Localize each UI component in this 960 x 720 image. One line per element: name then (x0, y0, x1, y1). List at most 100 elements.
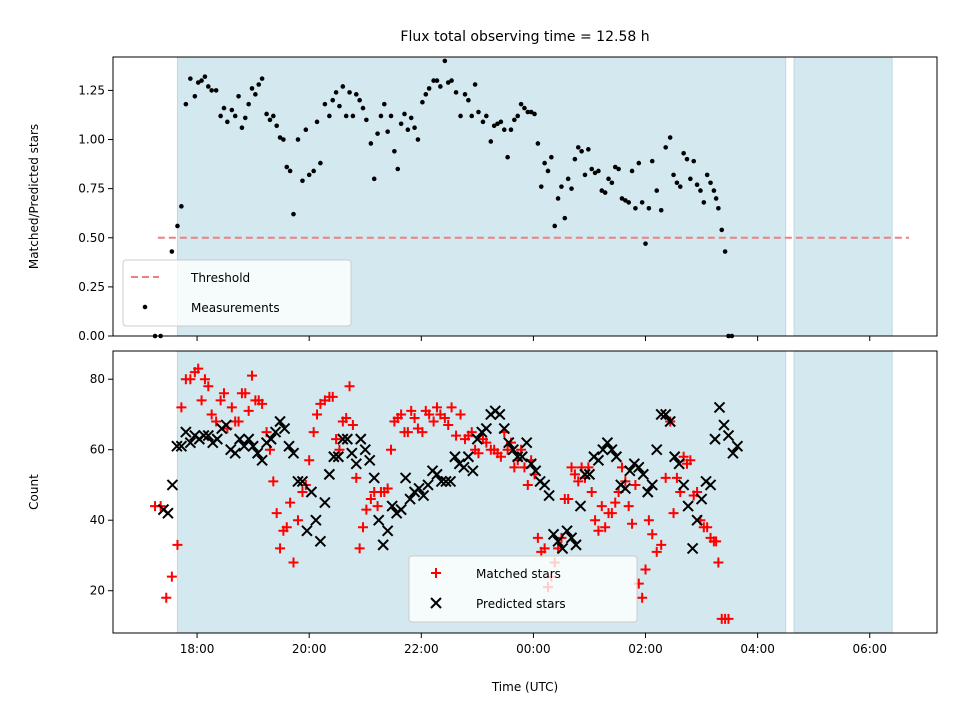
measurement-point (589, 166, 595, 172)
measurement-point (408, 115, 414, 121)
predicted-star-marker (655, 408, 667, 421)
matched-stars-series (150, 363, 734, 624)
matched-star-marker (590, 515, 601, 526)
predicted-star-marker (435, 475, 448, 488)
measurement-point (385, 129, 390, 134)
matched-star-marker (327, 391, 338, 402)
predicted-star-marker (211, 433, 223, 445)
predicted-star-marker (350, 458, 362, 470)
measurement-point (246, 101, 251, 107)
predicted-star-marker (372, 514, 385, 526)
predicted-star-marker (592, 454, 605, 466)
predicted-star-marker (659, 408, 672, 421)
measurement-point (681, 150, 686, 156)
measurement-point (616, 166, 621, 172)
predicted-star-marker (583, 468, 596, 481)
measurement-point (337, 103, 342, 109)
measurement-point (708, 180, 713, 186)
matched-star-marker (341, 412, 352, 423)
matched-star-marker (193, 363, 204, 374)
predicted-star-marker (709, 433, 721, 445)
measurement-point (202, 74, 208, 79)
matched-star-marker (685, 455, 696, 466)
measurement-point (555, 196, 561, 201)
matched-star-marker (361, 504, 372, 515)
measurement-point (667, 135, 673, 140)
matched-star-marker (347, 420, 358, 431)
predicted-star-marker (677, 479, 690, 491)
matched-star-marker (606, 508, 617, 519)
measurement-point (274, 123, 279, 129)
predicted-star-marker (395, 503, 407, 516)
matched-star-marker (382, 483, 393, 494)
matched-star-marker (218, 388, 229, 399)
measurement-point (287, 168, 293, 174)
measurement-point (552, 223, 558, 229)
legend-label: Matched stars (476, 567, 561, 581)
measurement-point (415, 137, 421, 142)
measurement-point (498, 119, 504, 125)
measurement-point (253, 92, 258, 97)
count-y-ticks: 20 40 60 80 (90, 372, 113, 598)
measurement-point (609, 180, 615, 186)
matched-star-marker (586, 487, 597, 497)
measurement-point (663, 145, 668, 150)
predicted-star-marker (323, 468, 336, 481)
predicted-star-marker (256, 454, 268, 466)
measurement-point (629, 168, 635, 174)
x-axis-label: Time (UTC) (491, 680, 558, 694)
measurement-point (378, 113, 384, 119)
measurement-point (347, 90, 352, 95)
y-tick-label: 0.25 (78, 280, 105, 294)
predicted-star-marker (686, 542, 699, 555)
predicted-star-marker (498, 422, 510, 435)
predicted-star-marker (494, 408, 506, 421)
predicted-star-marker (440, 475, 452, 488)
matched-star-marker (569, 469, 580, 480)
x-tick-label: 02:00 (628, 642, 663, 656)
matched-star-marker (593, 525, 604, 536)
predicted-star-marker (471, 433, 484, 445)
predicted-star-marker (704, 479, 717, 491)
matched-star-marker (647, 529, 658, 540)
matched-star-marker (563, 494, 574, 505)
measurement-point (525, 109, 531, 115)
measurement-point (169, 249, 175, 254)
measurement-point (633, 205, 638, 211)
matched-star-marker (566, 462, 577, 473)
measurement-point (327, 113, 332, 119)
ratio-panel: 0.00 0.25 0.50 0.75 1.00 1.25 Matched/Predict… (27, 56, 938, 343)
predicted-star-marker (713, 401, 726, 414)
legend-label: Threshold (190, 271, 250, 285)
predicted-star-marker (364, 454, 376, 466)
measurement-point (562, 215, 568, 221)
measurement-point (398, 121, 404, 127)
matched-star-marker (455, 409, 466, 420)
matched-star-marker (365, 494, 376, 505)
measurement-point (442, 58, 448, 64)
measurement-point (175, 223, 180, 229)
measurement-point (392, 149, 397, 154)
measurement-point (229, 107, 235, 113)
matched-star-marker (627, 518, 638, 529)
predicted-star-marker (296, 475, 309, 488)
measurement-point (267, 117, 273, 123)
matched-star-marker (185, 374, 196, 385)
predicted-star-marker (319, 496, 331, 509)
measurement-point (586, 147, 591, 152)
measurement-point (542, 160, 547, 166)
matched-star-marker (358, 522, 369, 533)
measurement-point (701, 200, 707, 205)
predicted-star-marker (579, 468, 591, 481)
matched-star-marker (257, 398, 268, 409)
measurement-point (375, 131, 380, 136)
predicted-star-marker (691, 514, 703, 526)
matched-star-marker (600, 522, 611, 533)
count-x-ticks: 18:00 20:00 22:00 00:00 02:00 04:00 06:00 (180, 633, 887, 656)
measurement-point (532, 111, 537, 117)
measurement-point (599, 188, 605, 193)
predicted-star-marker (278, 422, 291, 435)
predicted-star-marker (184, 436, 197, 449)
measurement-point (508, 127, 514, 132)
